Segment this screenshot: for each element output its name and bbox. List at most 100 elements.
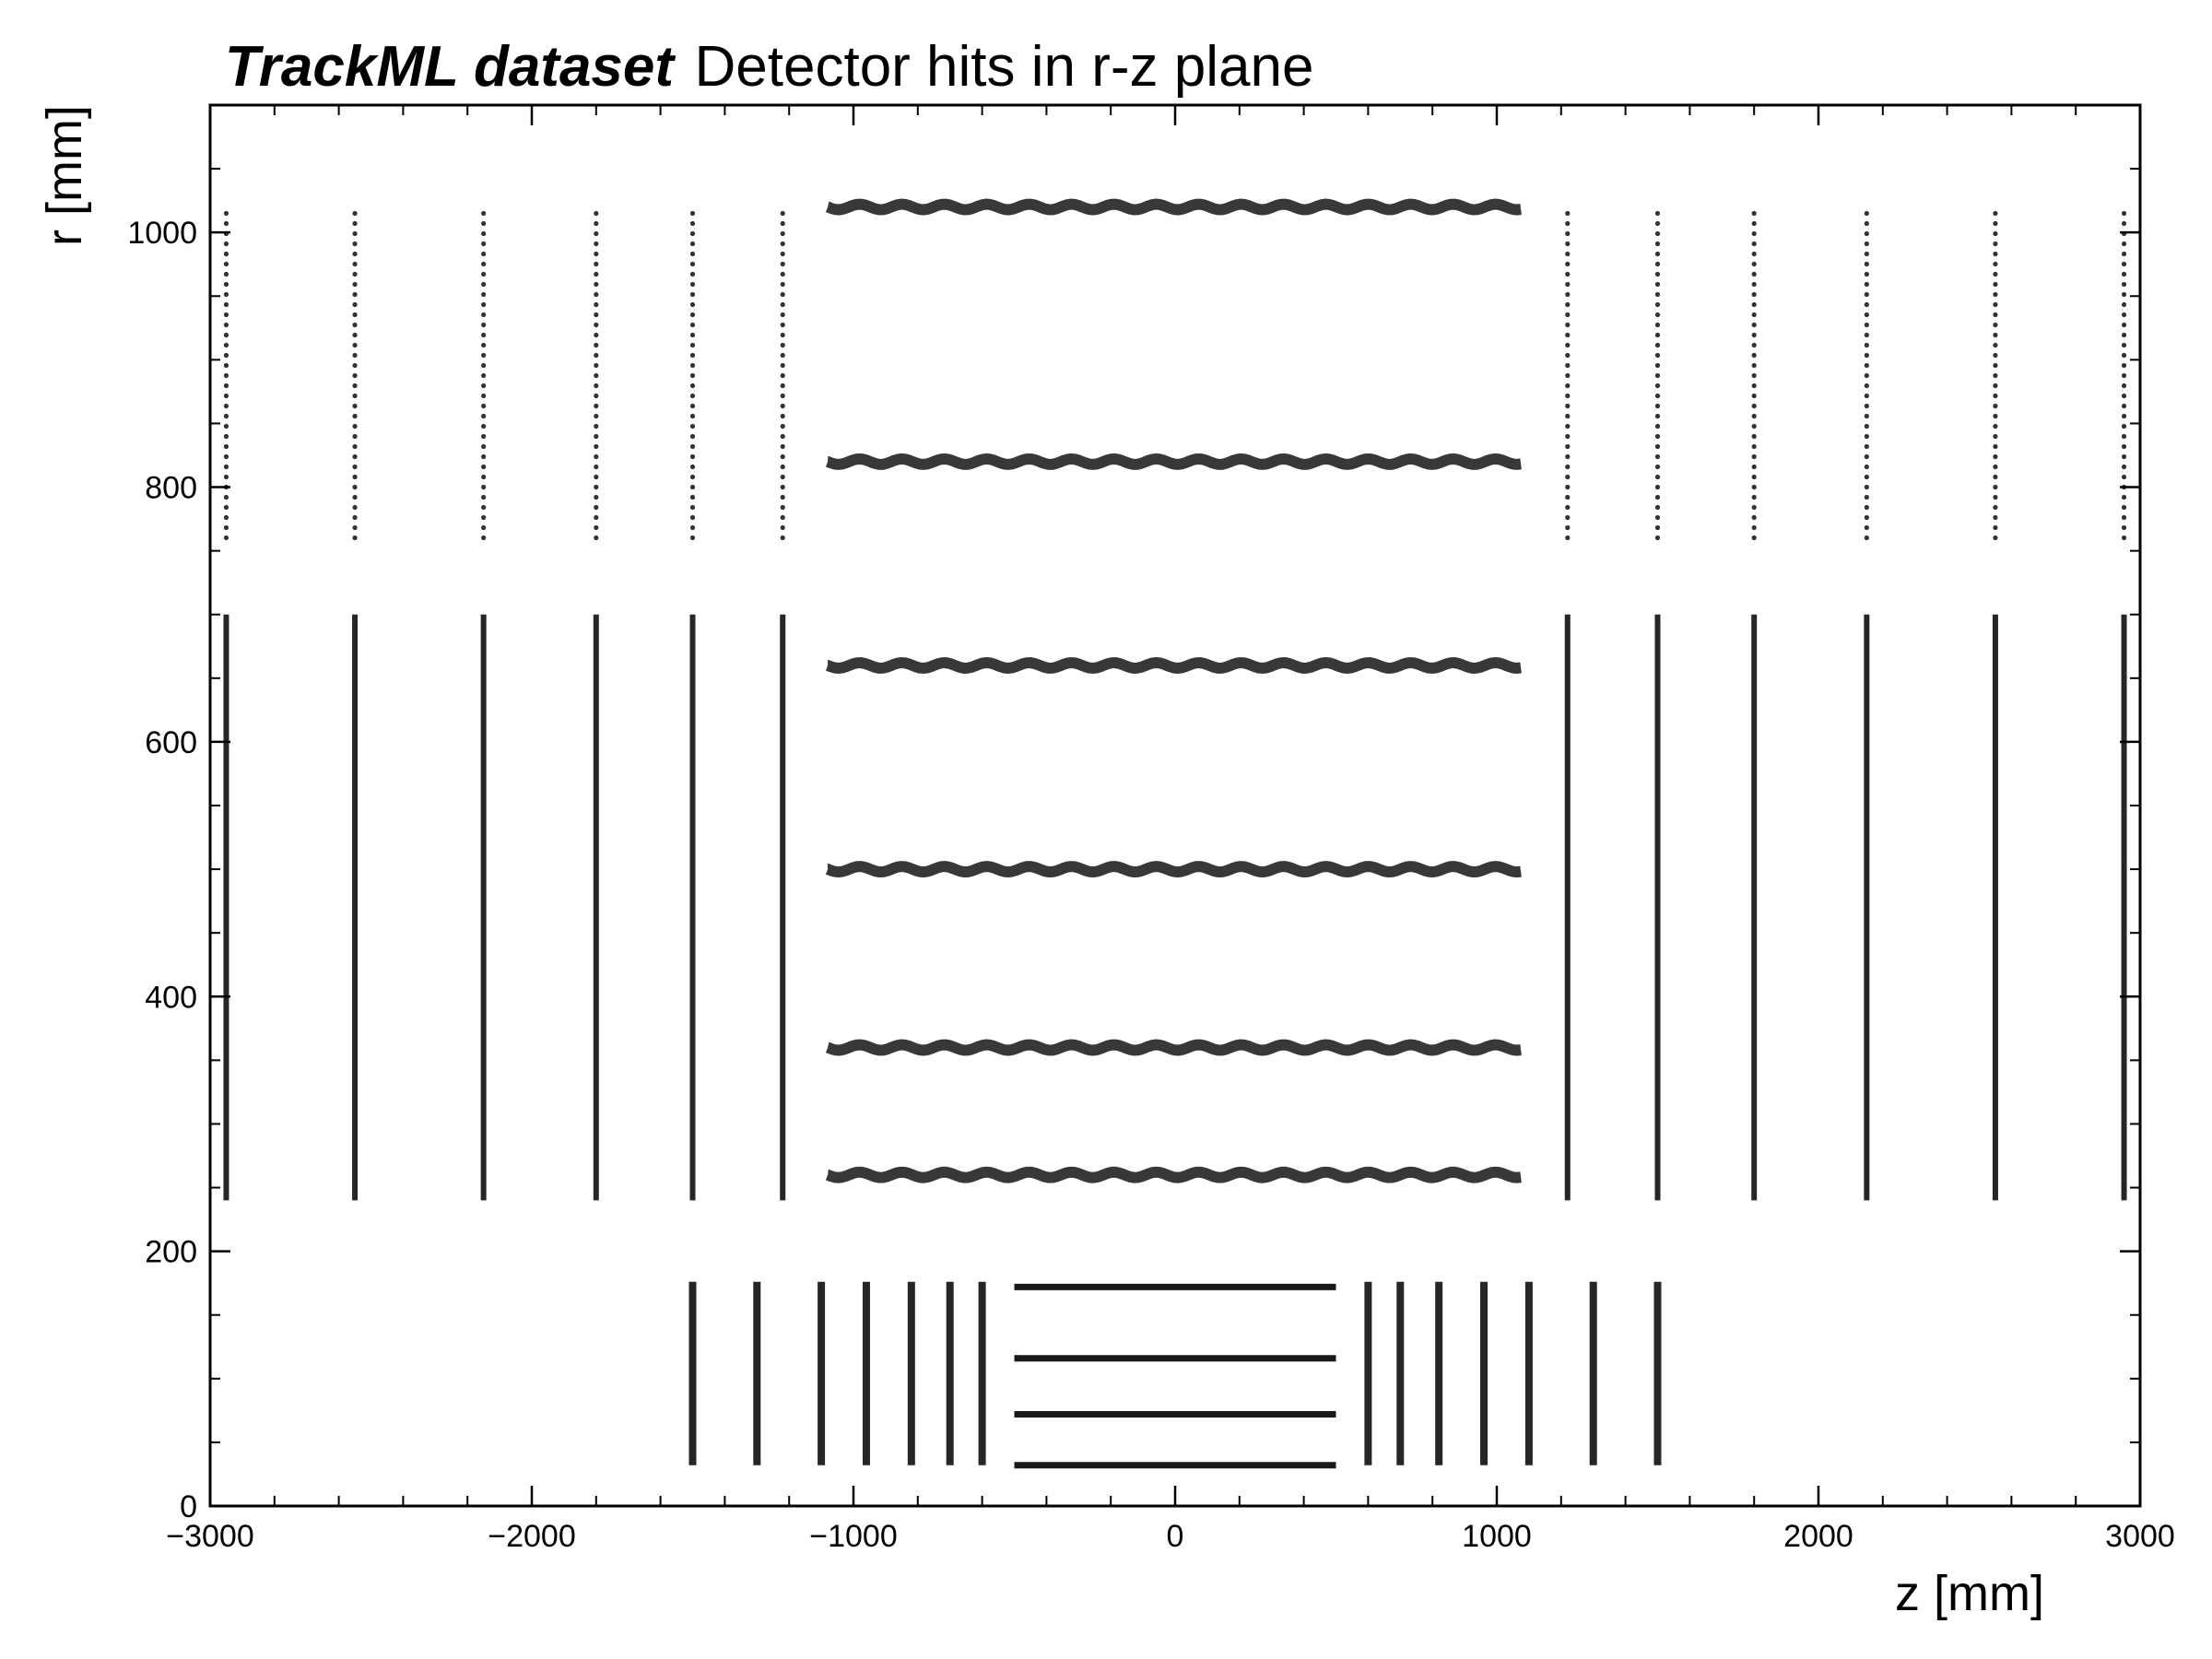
- hit-point: [689, 342, 696, 348]
- hit-point: [481, 322, 487, 328]
- hit-point: [223, 210, 229, 217]
- hit-point: [1993, 261, 1998, 267]
- hit-point: [2121, 291, 2127, 298]
- hit-point: [1864, 342, 1869, 348]
- x-tick-label: −3000: [166, 1519, 254, 1554]
- hit-point: [1993, 403, 1998, 409]
- hit-point: [1654, 301, 1661, 308]
- hit-point: [2121, 514, 2127, 521]
- hit-point: [1993, 423, 1998, 429]
- hit-point: [1864, 220, 1869, 227]
- hit-point: [2121, 382, 2127, 389]
- hit-point: [223, 403, 229, 409]
- hit-point: [780, 433, 785, 440]
- hit-point: [352, 322, 358, 328]
- hit-point: [1654, 443, 1661, 450]
- hit-point: [594, 220, 599, 227]
- hit-point: [2121, 301, 2127, 308]
- hit-point: [1864, 261, 1869, 267]
- hit-point: [481, 433, 487, 440]
- hit-point: [223, 362, 229, 369]
- hit-point: [689, 423, 696, 429]
- hit-point: [1993, 464, 1998, 470]
- hit-point: [1565, 251, 1571, 257]
- y-tick-label: 800: [145, 471, 197, 506]
- hit-point: [594, 251, 599, 257]
- hit-point: [1751, 464, 1757, 470]
- barrel-layer-hits: [825, 198, 1522, 216]
- hit-point: [1864, 372, 1869, 379]
- endcap-disk-hits: [481, 210, 487, 541]
- hit-point: [1654, 514, 1661, 521]
- hit-point: [594, 271, 599, 277]
- hit-point: [481, 514, 487, 521]
- x-axis-label: z [mm]: [1895, 1566, 2044, 1621]
- hit-point: [689, 504, 696, 511]
- hit-point: [1751, 332, 1757, 338]
- hit-point: [223, 423, 229, 429]
- hit-point: [594, 261, 599, 267]
- barrel-layer-hits: [825, 1039, 1522, 1056]
- hit-point: [1751, 393, 1757, 399]
- hit-point: [481, 464, 487, 470]
- hit-point: [1864, 464, 1869, 470]
- hit-point: [1565, 291, 1571, 298]
- hit-point: [780, 403, 785, 409]
- endcap-disk-hits: [352, 210, 358, 541]
- hit-point: [2121, 322, 2127, 328]
- hit-point: [1864, 362, 1869, 369]
- hit-point: [1751, 514, 1757, 521]
- hit-point: [481, 535, 487, 541]
- hit-point: [594, 393, 599, 399]
- hit-point: [1565, 220, 1571, 227]
- hit-point: [1993, 535, 1998, 541]
- chart-title-experiment: TrackML dataset: [225, 35, 676, 99]
- hit-point: [2121, 524, 2127, 531]
- hit-point: [481, 382, 487, 389]
- hit-point: [481, 241, 487, 247]
- hit-point: [2121, 413, 2127, 419]
- hit-point: [2121, 312, 2127, 318]
- hit-point: [1565, 210, 1571, 217]
- hit-point: [689, 494, 696, 500]
- endcap-disk-hits: [689, 210, 696, 541]
- hit-point: [594, 332, 599, 338]
- hit-point: [2121, 362, 2127, 369]
- hit-point: [780, 372, 785, 379]
- hit-point: [780, 535, 785, 541]
- x-tick-label: −1000: [809, 1519, 898, 1554]
- hit-point: [1565, 342, 1571, 348]
- hit-point: [594, 514, 599, 521]
- hit-point: [1864, 494, 1869, 500]
- hit-point: [1751, 312, 1757, 318]
- hit-point: [2121, 474, 2127, 480]
- hit-point: [352, 312, 358, 318]
- hit-point: [352, 342, 358, 348]
- y-tick-label: 400: [145, 980, 197, 1015]
- hit-point: [594, 413, 599, 419]
- hit-point: [780, 413, 785, 419]
- hit-point: [223, 281, 229, 288]
- hit-point: [1565, 453, 1571, 460]
- y-tick-label: 200: [145, 1235, 197, 1270]
- hit-point: [1751, 352, 1757, 359]
- hit-point: [1864, 332, 1869, 338]
- hit-point: [1565, 382, 1571, 389]
- hit-point: [481, 291, 487, 298]
- hit-point: [689, 291, 696, 298]
- y-axis-label: r [mm]: [37, 105, 92, 246]
- hit-point: [1993, 291, 1998, 298]
- hit-point: [352, 393, 358, 399]
- hit-point: [1751, 443, 1757, 450]
- hit-point: [1993, 220, 1998, 227]
- hit-point: [223, 514, 229, 521]
- hit-point: [223, 352, 229, 359]
- hit-point: [594, 464, 599, 470]
- hit-point: [2121, 403, 2127, 409]
- hit-point: [2121, 241, 2127, 247]
- hit-point: [780, 494, 785, 500]
- hit-point: [1864, 322, 1869, 328]
- hit-point: [689, 220, 696, 227]
- hit-point: [1565, 332, 1571, 338]
- hit-point: [1751, 291, 1757, 298]
